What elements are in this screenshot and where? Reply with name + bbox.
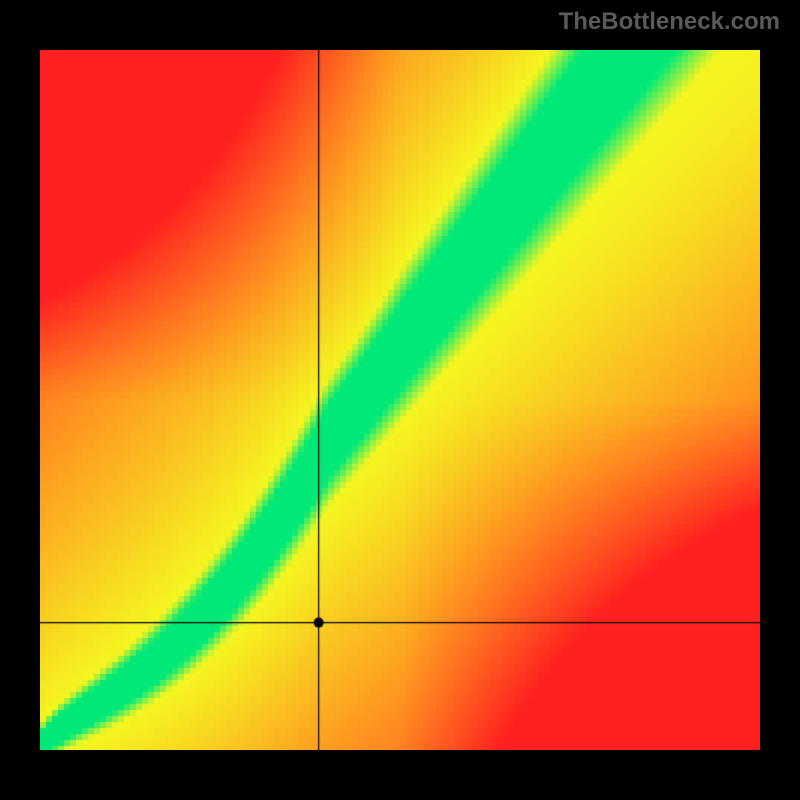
heatmap-canvas [40, 50, 760, 750]
bottleneck-heatmap [40, 50, 760, 750]
watermark-text: TheBottleneck.com [559, 8, 780, 36]
